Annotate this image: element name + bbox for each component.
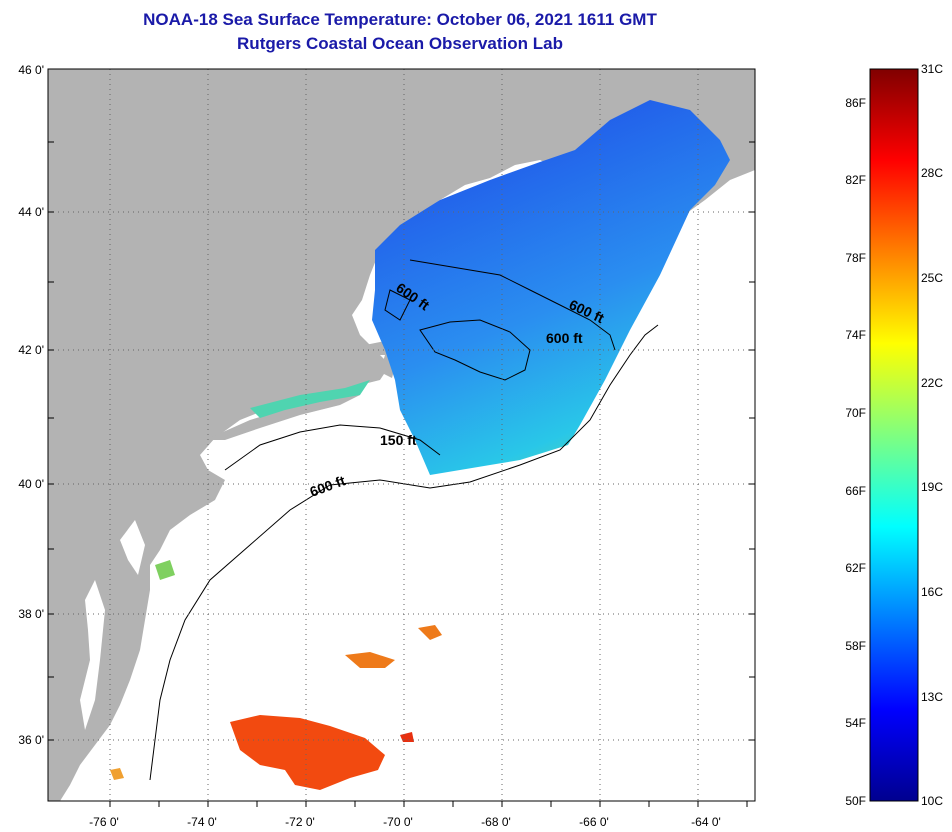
- colorbar-f-label: 66F: [845, 484, 866, 498]
- lon-label: -64 0': [691, 815, 721, 829]
- colorbar-f-label: 62F: [845, 561, 866, 575]
- colorbar: [869, 68, 919, 802]
- sst-warm-patch: [418, 625, 442, 640]
- colorbar-c-label: 10C: [921, 794, 943, 808]
- contour-label: 600 ft: [546, 330, 583, 346]
- colorbar-f-label: 86F: [845, 96, 866, 110]
- axis-ticks: [48, 141, 755, 807]
- colorbar-f-label: 82F: [845, 173, 866, 187]
- lat-label: 44 0': [18, 205, 44, 219]
- colorbar-c-label: 16C: [921, 585, 943, 599]
- sst-warm-patch: [345, 652, 395, 668]
- lon-label: -70 0': [383, 815, 413, 829]
- contour-600ft: [149, 324, 659, 781]
- sst-warm-patch: [110, 768, 124, 780]
- map-subtitle: Rutgers Coastal Ocean Observation Lab: [237, 34, 563, 53]
- lat-label: 40 0': [18, 477, 44, 491]
- sst-mid-patch: [155, 560, 175, 580]
- lat-label: 42 0': [18, 343, 44, 357]
- graticule: [48, 69, 755, 801]
- colorbar-f-label: 50F: [845, 794, 866, 808]
- colorbar-f-label: 78F: [845, 251, 866, 265]
- contour-150ft: [224, 424, 441, 471]
- lon-label: -74 0': [187, 815, 217, 829]
- lat-label: 46 0': [18, 63, 44, 77]
- colorbar-c-label: 13C: [921, 690, 943, 704]
- chesapeake-bay: [80, 580, 105, 730]
- colorbar-f-label: 58F: [845, 639, 866, 653]
- sst-coastal-warm: [250, 380, 370, 418]
- colorbar-c-label: 19C: [921, 480, 943, 494]
- colorbar-f-label: 70F: [845, 406, 866, 420]
- colorbar-f-label: 74F: [845, 328, 866, 342]
- contour-label: 150 ft: [380, 432, 417, 448]
- colorbar-c-label: 25C: [921, 271, 943, 285]
- long-island: [205, 395, 360, 440]
- map-title: NOAA-18 Sea Surface Temperature: October…: [143, 10, 657, 29]
- sst-warm-patch: [230, 715, 385, 790]
- lat-label: 38 0': [18, 607, 44, 621]
- delaware-bay: [120, 520, 145, 575]
- lon-label: -66 0': [579, 815, 609, 829]
- contour-gulf-maine: [384, 259, 616, 381]
- lon-label: -72 0': [285, 815, 315, 829]
- land-mass: [48, 69, 755, 801]
- colorbar-f-label: 54F: [845, 716, 866, 730]
- colorbar-c-label: 28C: [921, 166, 943, 180]
- colorbar-c-label: 31C: [921, 62, 943, 76]
- lon-label: -76 0': [89, 815, 119, 829]
- lon-label: -68 0': [481, 815, 511, 829]
- sst-swath: [372, 100, 730, 475]
- map-frame: [47, 68, 756, 802]
- lat-label: 36 0': [18, 733, 44, 747]
- colorbar-c-label: 22C: [921, 376, 943, 390]
